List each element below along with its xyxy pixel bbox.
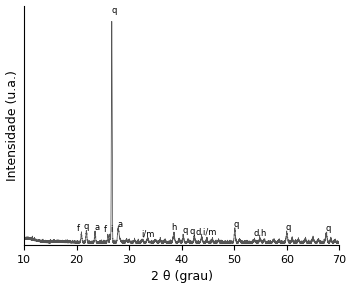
Text: i: i [111, 225, 113, 234]
Text: q: q [286, 223, 291, 232]
X-axis label: 2 θ (grau): 2 θ (grau) [151, 271, 213, 284]
Text: h: h [171, 223, 177, 232]
Y-axis label: Intensidade (u.a.): Intensidade (u.a.) [6, 70, 19, 181]
Text: q: q [325, 224, 331, 233]
Text: i/m: i/m [141, 229, 154, 238]
Text: q: q [234, 220, 239, 229]
Text: q: q [84, 222, 89, 231]
Text: d,h: d,h [253, 229, 267, 238]
Text: a: a [94, 223, 99, 232]
Text: d,i/m: d,i/m [195, 228, 216, 237]
Text: a: a [118, 220, 123, 229]
Text: f: f [104, 225, 107, 234]
Text: f: f [77, 224, 80, 233]
Text: q: q [189, 227, 194, 236]
Text: q: q [112, 6, 117, 15]
Text: q: q [182, 226, 188, 235]
